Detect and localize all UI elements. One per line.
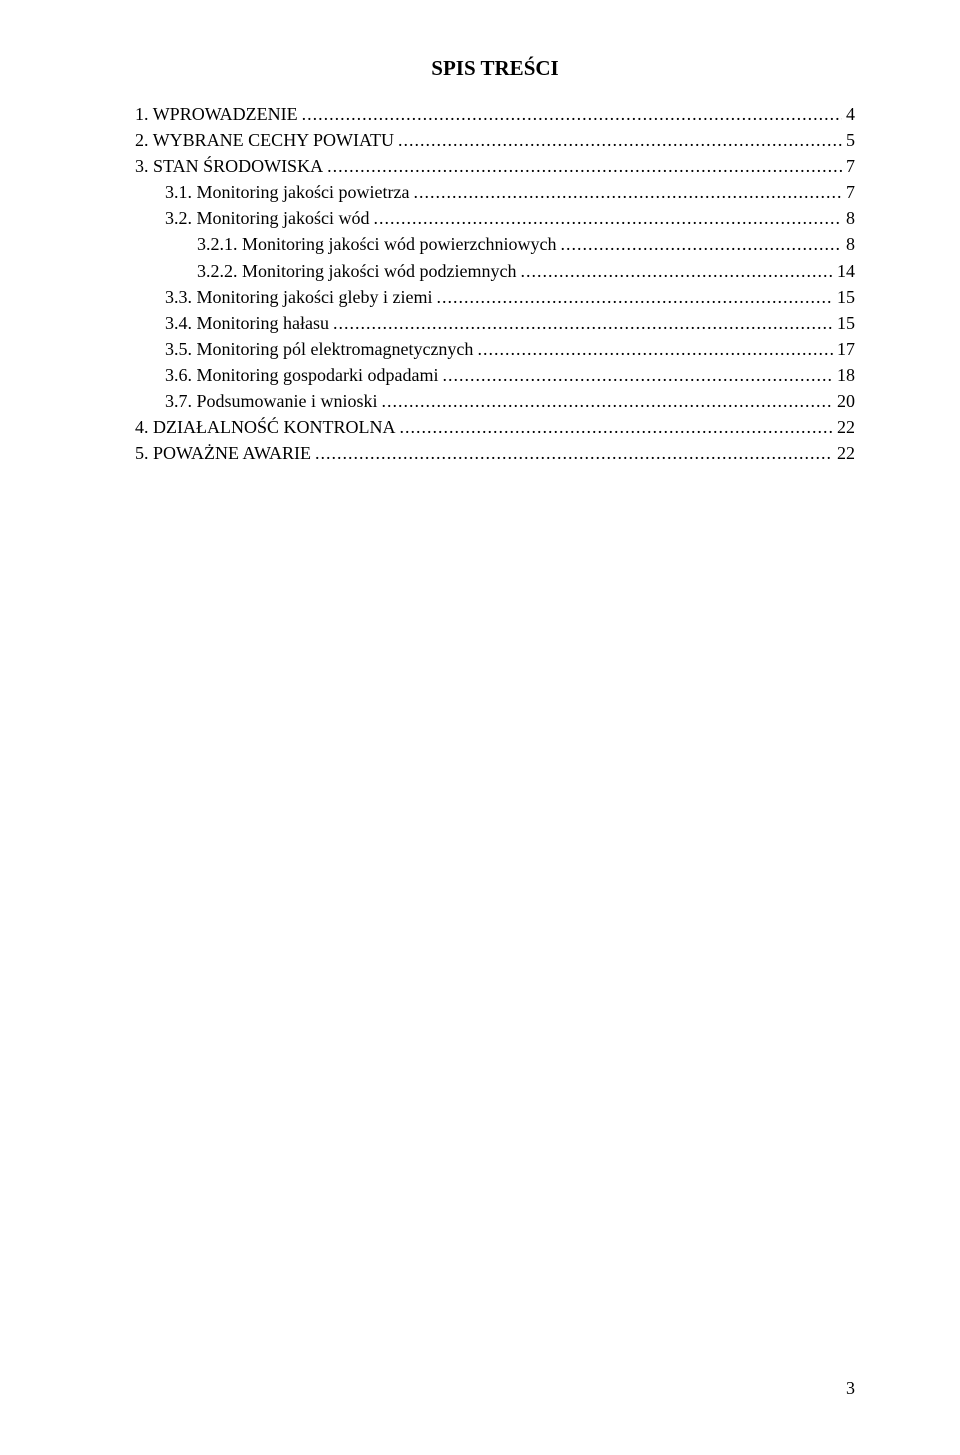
toc-entry: 3.1. Monitoring jakości powietrza 7 [135, 179, 855, 205]
table-of-contents: 1. WPROWADZENIE 4 2. WYBRANE CECHY POWIA… [135, 101, 855, 466]
toc-leader-dots [436, 284, 833, 310]
toc-label: 3.2.1. Monitoring jakości wód powierzchn… [197, 231, 556, 257]
toc-label: 3. STAN ŚRODOWISKA [135, 153, 323, 179]
toc-leader-dots [398, 127, 842, 153]
toc-page-number: 17 [837, 336, 855, 362]
toc-leader-dots [315, 440, 833, 466]
toc-leader-dots [327, 153, 842, 179]
toc-page-number: 7 [846, 179, 855, 205]
toc-entry: 5. POWAŻNE AWARIE 22 [135, 440, 855, 466]
toc-label: 3.6. Monitoring gospodarki odpadami [165, 362, 438, 388]
toc-label: 5. POWAŻNE AWARIE [135, 440, 311, 466]
toc-label: 3.5. Monitoring pól elektromagnetycznych [165, 336, 473, 362]
page-footer-number: 3 [846, 1378, 855, 1399]
toc-leader-dots [413, 179, 842, 205]
toc-entry: 3.2. Monitoring jakości wód 8 [135, 205, 855, 231]
toc-page-number: 20 [837, 388, 855, 414]
toc-page-number: 18 [837, 362, 855, 388]
toc-label: 3.2. Monitoring jakości wód [165, 205, 370, 231]
toc-label: 3.4. Monitoring hałasu [165, 310, 329, 336]
toc-label: 3.7. Podsumowanie i wnioski [165, 388, 378, 414]
toc-leader-dots [560, 231, 842, 257]
toc-label: 1. WPROWADZENIE [135, 101, 298, 127]
toc-entry: 3.4. Monitoring hałasu 15 [135, 310, 855, 336]
toc-label: 3.2.2. Monitoring jakości wód podziemnyc… [197, 258, 516, 284]
toc-leader-dots [374, 205, 843, 231]
toc-page-number: 8 [846, 205, 855, 231]
toc-leader-dots [477, 336, 833, 362]
toc-leader-dots [302, 101, 842, 127]
page-title: SPIS TREŚCI [135, 56, 855, 81]
toc-leader-dots [442, 362, 833, 388]
toc-entry: 4. DZIAŁALNOŚĆ KONTROLNA 22 [135, 414, 855, 440]
toc-leader-dots [382, 388, 833, 414]
toc-entry: 1. WPROWADZENIE 4 [135, 101, 855, 127]
toc-entry: 3.3. Monitoring jakości gleby i ziemi 15 [135, 284, 855, 310]
toc-leader-dots [399, 414, 833, 440]
toc-label: 2. WYBRANE CECHY POWIATU [135, 127, 394, 153]
toc-entry: 3.5. Monitoring pól elektromagnetycznych… [135, 336, 855, 362]
toc-page-number: 15 [837, 284, 855, 310]
toc-label: 3.1. Monitoring jakości powietrza [165, 179, 409, 205]
toc-page-number: 15 [837, 310, 855, 336]
toc-label: 4. DZIAŁALNOŚĆ KONTROLNA [135, 414, 395, 440]
toc-entry: 3.6. Monitoring gospodarki odpadami 18 [135, 362, 855, 388]
toc-entry: 2. WYBRANE CECHY POWIATU 5 [135, 127, 855, 153]
toc-page-number: 8 [846, 231, 855, 257]
toc-entry: 3.2.2. Monitoring jakości wód podziemnyc… [135, 258, 855, 284]
toc-label: 3.3. Monitoring jakości gleby i ziemi [165, 284, 432, 310]
toc-page-number: 7 [846, 153, 855, 179]
toc-leader-dots [333, 310, 833, 336]
toc-entry: 3. STAN ŚRODOWISKA 7 [135, 153, 855, 179]
toc-page-number: 14 [837, 258, 855, 284]
toc-entry: 3.2.1. Monitoring jakości wód powierzchn… [135, 231, 855, 257]
toc-entry: 3.7. Podsumowanie i wnioski 20 [135, 388, 855, 414]
toc-page-number: 4 [846, 101, 855, 127]
toc-page-number: 22 [837, 440, 855, 466]
toc-page-number: 5 [846, 127, 855, 153]
toc-page-number: 22 [837, 414, 855, 440]
toc-leader-dots [520, 258, 833, 284]
